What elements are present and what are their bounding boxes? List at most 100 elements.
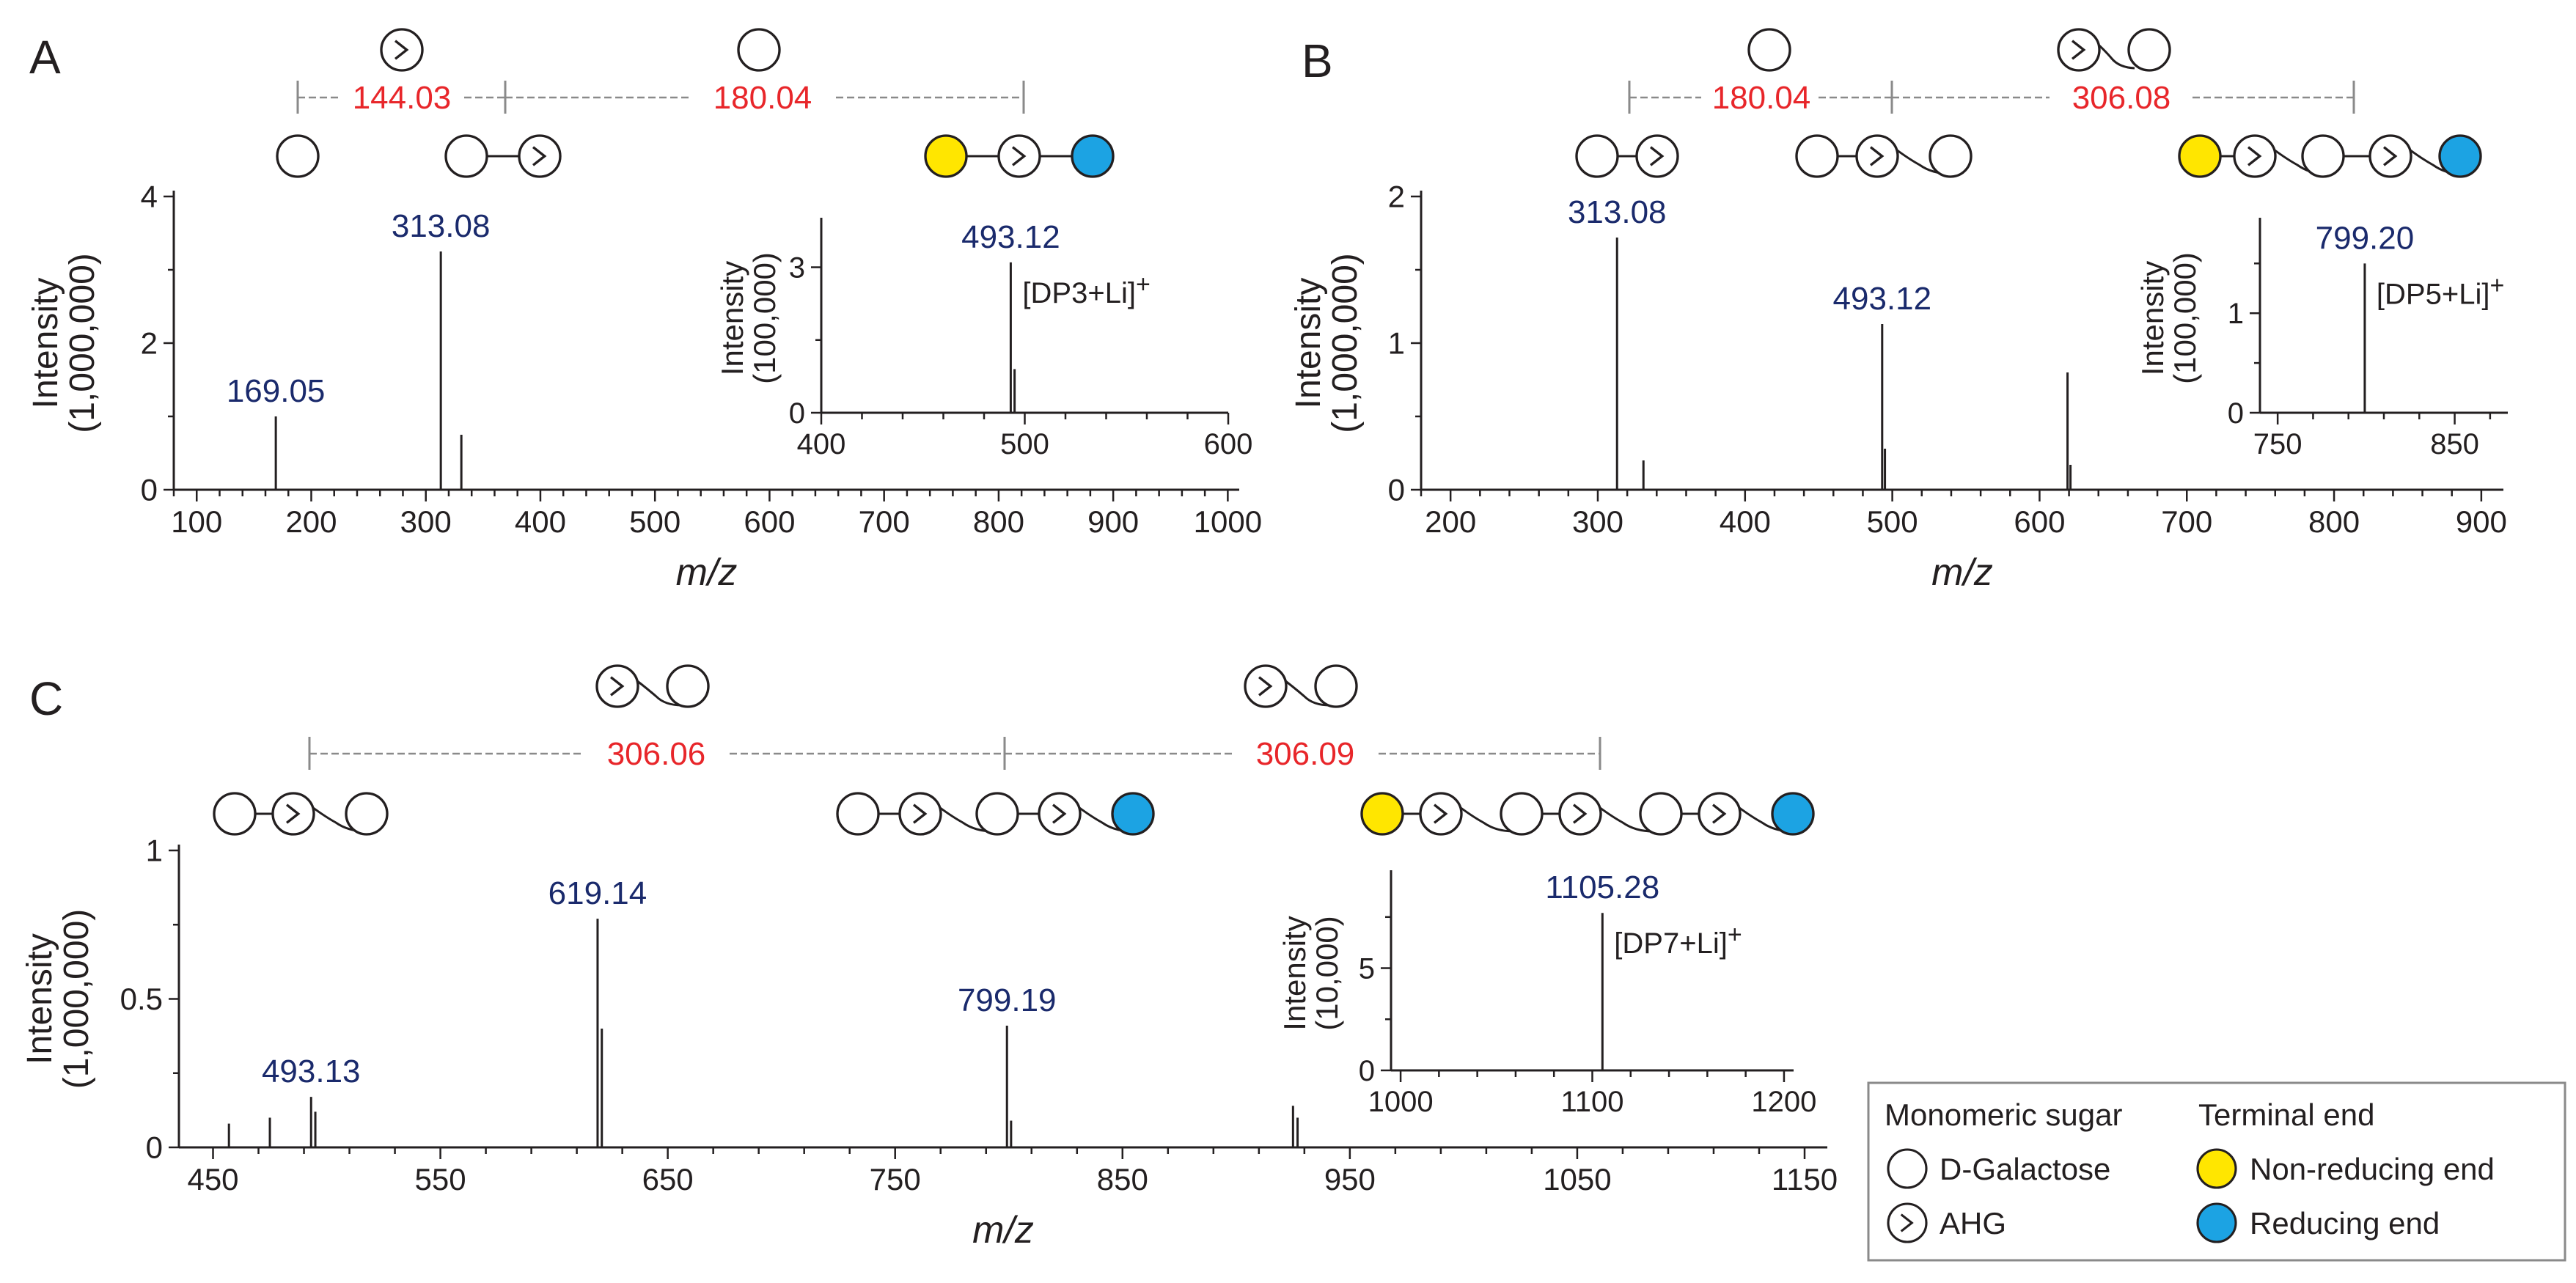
ahg-icon xyxy=(2057,28,2101,72)
y-tick-label: 2 xyxy=(141,326,158,361)
glycan-dp3 xyxy=(924,134,1115,178)
peak-label: 1105.28 xyxy=(1545,870,1659,905)
galactose-icon xyxy=(1575,134,1619,178)
ion-label: [DP7+Li]+ xyxy=(1614,921,1742,960)
y-axis-title: Intensity(10,000) xyxy=(1277,916,1344,1030)
y-axis-label: Intensity xyxy=(2135,261,2170,375)
spectrum-plot-b: 200 300 400 500 600 700 800 900 0 1 2 313.08 493.12 I… xyxy=(1289,180,2507,594)
y-axis-title: Intensity(1,000,000) xyxy=(1289,253,1365,433)
x-tick-label: 1050 xyxy=(1543,1162,1611,1196)
inset-plot-c: 1000 1100 1200 0 5 1105.28 Intensity(10,000) [D… xyxy=(1277,870,1816,1118)
ahg-icon xyxy=(518,134,562,178)
x-tick-label: 200 xyxy=(285,504,337,539)
y-tick-label: 0 xyxy=(789,397,805,430)
x-tick-label: 500 xyxy=(1867,504,1918,539)
panel-b: B xyxy=(1289,28,2508,594)
x-tick-label: 600 xyxy=(2014,504,2065,539)
x-tick-label: 650 xyxy=(642,1162,694,1196)
glycan-dp3 xyxy=(213,792,389,836)
y-axis-label: Intensity xyxy=(715,261,749,375)
legend-title-monomer: Monomeric sugar xyxy=(1885,1098,2122,1132)
reducing-end-icon xyxy=(1771,792,1815,836)
y-tick-label: 1 xyxy=(146,834,163,868)
glycan-row-a xyxy=(276,28,1115,178)
x-tick-label: 1100 xyxy=(1560,1086,1623,1118)
mass-diff-label: 180.04 xyxy=(713,80,812,116)
galactose-icon xyxy=(213,792,257,836)
glycan-dp2 xyxy=(1575,134,1679,178)
non-reducing-end-icon xyxy=(2196,1148,2237,1189)
panel-c: C xyxy=(21,664,1838,1251)
reducing-end-icon xyxy=(2196,1202,2237,1243)
galactose-icon xyxy=(2301,134,2345,178)
x-tick-label: 100 xyxy=(171,504,222,539)
non-reducing-end-icon xyxy=(1360,792,1404,836)
x-tick-label: 400 xyxy=(797,428,846,460)
x-tick-label: 1000 xyxy=(1368,1086,1434,1118)
x-tick-label: 550 xyxy=(415,1162,466,1196)
galactose-icon xyxy=(1500,792,1544,836)
mass-diff-label: 180.04 xyxy=(1712,80,1811,116)
x-tick-label: 700 xyxy=(2161,504,2212,539)
y-tick-label: 2 xyxy=(1388,180,1405,214)
x-tick-label: 1150 xyxy=(1772,1162,1838,1196)
y-tick-label: 0 xyxy=(141,473,158,507)
ion-label: [DP3+Li]+ xyxy=(1022,271,1150,309)
galactose-icon xyxy=(836,792,880,836)
peak-label: 619.14 xyxy=(548,875,647,911)
peak-label: 799.19 xyxy=(958,982,1057,1018)
y-axis-label: Intensity xyxy=(1277,916,1312,1030)
x-tick-label: 900 xyxy=(2456,504,2507,539)
ahg-icon xyxy=(2233,134,2277,178)
y-axis-title: Intensity(1,000,000) xyxy=(21,909,96,1089)
non-reducing-end-icon xyxy=(924,134,968,178)
y-axis-label: Intensity xyxy=(21,933,59,1065)
legend-non-reducing-label: Non-reducing end xyxy=(2250,1152,2495,1186)
galactose-icon xyxy=(444,134,488,178)
ahg-icon xyxy=(2368,134,2412,178)
ahg-icon xyxy=(1419,792,1463,836)
panel-label-b: B xyxy=(1302,34,1333,87)
spectrum-plot-a: 100 200 300 400 500 600 700 800 900 1000 0 2 4 169.05… xyxy=(26,180,1262,594)
glycan-disaccharide xyxy=(1244,664,1358,708)
x-tick-label: 800 xyxy=(2308,504,2360,539)
ion-charge: + xyxy=(1136,271,1151,298)
y-tick-label: 0 xyxy=(1388,473,1405,507)
peak-label: 313.08 xyxy=(392,208,491,244)
ahg-icon xyxy=(997,134,1041,178)
galactose-icon xyxy=(1314,664,1358,708)
mass-diff-bracket-b: 180.04 306.08 xyxy=(1628,80,2355,116)
ahg-icon xyxy=(1855,134,1899,178)
y-axis-label: Intensity xyxy=(1289,278,1328,409)
x-tick-label: 950 xyxy=(1324,1162,1376,1196)
x-tick-label: 400 xyxy=(1720,504,1771,539)
ion-charge: + xyxy=(1728,921,1742,949)
y-axis-title: Intensity(100,000) xyxy=(2135,252,2202,384)
x-tick-label: 500 xyxy=(1000,428,1049,460)
galactose-icon xyxy=(345,792,389,836)
y-tick-label: 0.5 xyxy=(120,982,163,1016)
galactose-icon xyxy=(1747,28,1791,72)
inset-plot-b: 750 850 0 1 799.20 Intensity(100,000) [DP5+Li]… xyxy=(2135,218,2508,460)
glycan-dp3 xyxy=(1795,134,1973,178)
galactose-icon xyxy=(975,792,1019,836)
y-axis-unit: (1,000,000) xyxy=(63,253,102,433)
y-tick-label: 1 xyxy=(2228,298,2244,330)
y-tick-label: 5 xyxy=(1359,953,1375,985)
glycan-dp5 xyxy=(2178,134,2482,178)
glycan-dp7 xyxy=(1360,792,1815,836)
galactose-icon xyxy=(1795,134,1839,178)
x-tick-label: 700 xyxy=(859,504,910,539)
x-tick-label: 750 xyxy=(870,1162,921,1196)
glycan-disaccharide xyxy=(2057,28,2171,72)
x-tick-label: 1000 xyxy=(1194,504,1262,539)
x-tick-label: 300 xyxy=(1572,504,1623,539)
x-tick-label: 500 xyxy=(629,504,680,539)
x-tick-label: 600 xyxy=(1204,428,1253,460)
mass-diff-label: 306.09 xyxy=(1256,736,1355,772)
galactose-icon xyxy=(276,134,320,178)
y-tick-label: 0 xyxy=(1359,1055,1375,1087)
panel-label-a: A xyxy=(29,31,61,84)
x-tick-label: 850 xyxy=(1097,1162,1148,1196)
ahg-icon xyxy=(1635,134,1679,178)
